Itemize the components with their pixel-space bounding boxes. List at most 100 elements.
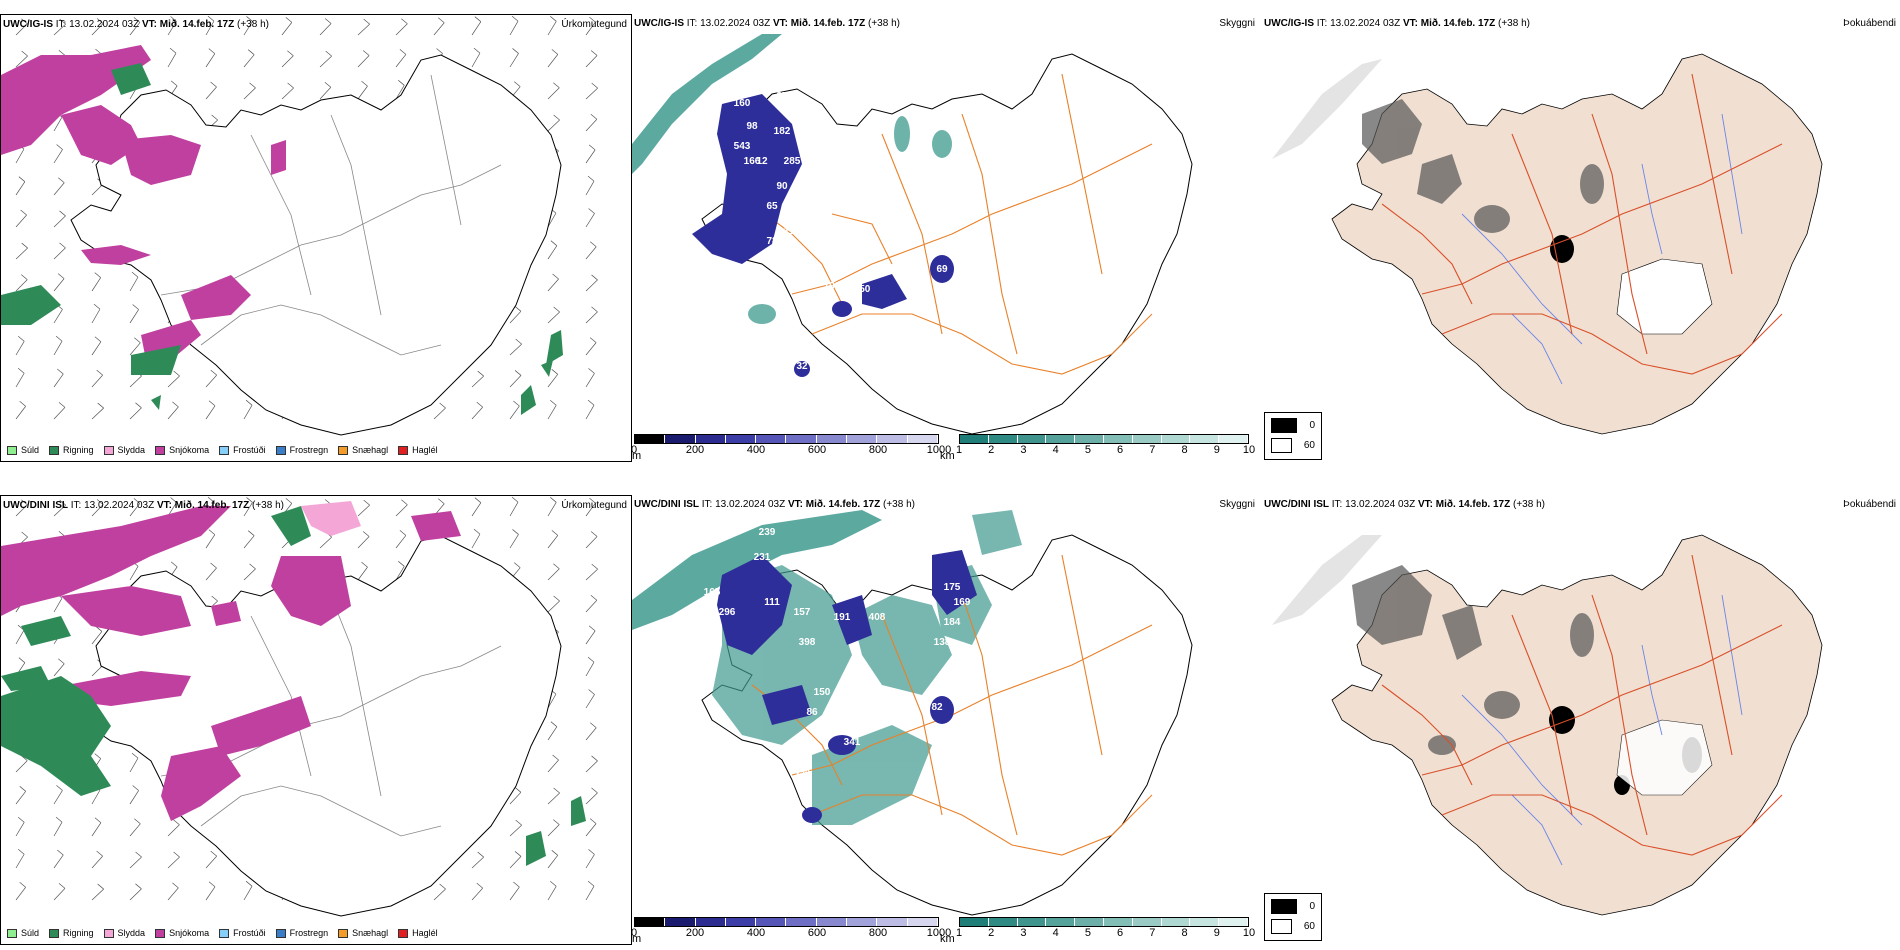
lead-time: (+38 h) — [1498, 18, 1530, 29]
colorbar-cell — [1075, 918, 1104, 926]
colorbar-tick-label: 600 — [807, 444, 827, 456]
roads-orange — [751, 554, 1153, 856]
colorbar-tick-label: 800 — [868, 444, 888, 456]
wind-barb — [243, 497, 253, 517]
ceiling-value-label: 65 — [766, 201, 778, 212]
rain-areas — [1, 63, 563, 415]
vis-colorbar-strip — [959, 434, 1249, 444]
wind-barb — [281, 50, 294, 68]
colorbar-cell — [1017, 435, 1047, 443]
colorbar-cell — [1046, 918, 1076, 926]
vt-label: VT: — [1402, 18, 1418, 29]
wind-barb — [547, 369, 559, 388]
swatch — [219, 928, 230, 938]
wind-barb — [509, 400, 520, 420]
wind-barb — [91, 499, 104, 517]
wind-barb — [243, 563, 256, 581]
wind-barb — [509, 819, 522, 837]
header-fog-bottom: UWC/DINI ISL IT: 13.02.2024 03Z VT: Mið.… — [1264, 499, 1545, 510]
wind-barb — [509, 496, 519, 517]
wind-barb — [395, 80, 405, 100]
wind-barb — [205, 881, 216, 901]
glacier-white — [1616, 258, 1713, 335]
fog-dark-areas — [1352, 565, 1594, 755]
wind-barb — [547, 881, 557, 901]
wind-barb — [15, 242, 28, 260]
legend-item-rigning: Rigning — [49, 928, 94, 938]
colorbar-cell — [665, 435, 696, 443]
wind-barb — [585, 722, 597, 741]
colorbar-tick-label: 10 — [1242, 444, 1256, 456]
vis-colorbar-bottom: 1 2 3 4 5 6 7 8 9 10 — [956, 917, 1255, 939]
header-precip-top: UWC/IG-IS IT: 13.02.2024 03Z VT: Mið. 14… — [3, 19, 269, 30]
colorbar-cell — [725, 918, 757, 926]
colorbar-cell — [1219, 918, 1248, 926]
wind-barb — [281, 17, 293, 36]
wind-barb — [547, 49, 559, 68]
colorbar-cell — [960, 435, 989, 443]
fog-legend-row: 60 — [1271, 438, 1315, 453]
rivers — [1461, 113, 1743, 385]
colorbar-tick-label: 0 — [632, 444, 638, 456]
lead-time: (+38 h) — [868, 18, 900, 29]
swatch — [219, 445, 230, 455]
wind-barb — [585, 755, 598, 773]
ceiling-value-label: 341 — [844, 737, 861, 748]
ceiling-value-label: 111 — [764, 597, 780, 608]
vt-value: Mið. 14.feb. 17Z — [174, 500, 250, 511]
wind-barb — [205, 48, 216, 68]
legend-label: Rigning — [63, 445, 94, 455]
colorbar-cell — [635, 918, 666, 926]
wind-barb — [471, 47, 481, 68]
wind-barb — [509, 306, 522, 324]
wind-barb — [243, 49, 255, 68]
wind-barb — [471, 851, 484, 869]
it-value: 13.02.2024 03Z — [715, 499, 786, 510]
colorbar-cell — [1132, 435, 1162, 443]
snow-areas — [1, 506, 461, 821]
legend-item-slydda: Slydda — [103, 445, 145, 455]
wind-barb — [585, 306, 598, 324]
wind-barb — [129, 818, 141, 837]
fog-legend-row: 0 — [1271, 418, 1315, 433]
wind-barb — [129, 304, 139, 324]
wind-barb — [15, 367, 25, 388]
colorbar-tick-label: 8 — [1181, 927, 1188, 939]
wind-barb — [15, 881, 26, 901]
swatch — [7, 445, 17, 455]
header-precip-bottom: UWC/DINI ISL IT: 13.02.2024 03Z VT: Mið.… — [3, 500, 284, 511]
wind-barb — [433, 883, 446, 901]
ceiling-value-label: 32 — [796, 361, 808, 372]
model-name: UWC/DINI ISL — [3, 500, 68, 511]
wind-barb — [167, 497, 177, 517]
rain-areas — [1, 506, 586, 866]
ceiling-value-label: 82 — [931, 702, 943, 713]
wind-barb — [243, 530, 255, 549]
vt-value: Mið. 14.feb. 17Z — [159, 19, 235, 30]
wind-barb — [471, 528, 481, 549]
colorbar-cell — [907, 918, 938, 926]
wind-barb — [357, 50, 370, 68]
wind-barb — [243, 880, 253, 901]
fog-map-top — [1272, 53, 1823, 435]
legend-label: Snjókoma — [169, 445, 210, 455]
wind-barb — [547, 240, 558, 260]
colorbar-cell — [907, 435, 938, 443]
colorbar-tick-label: 200 — [685, 444, 705, 456]
ceiling-value-label: 184 — [944, 617, 961, 628]
wind-barb — [15, 18, 28, 36]
swatch — [398, 445, 409, 455]
wind-barb — [53, 368, 64, 388]
colorbar-cell — [756, 435, 787, 443]
fog-legend-bottom: 0 60 — [1264, 893, 1322, 941]
lead-time: (+38 h) — [1513, 499, 1545, 510]
wind-barb — [53, 883, 66, 901]
ceiling-value-label: 69 — [936, 264, 948, 275]
colorbar-tick-label: 6 — [1117, 927, 1124, 939]
colorbar-cell — [1103, 918, 1133, 926]
colorbar-tick-label: 400 — [746, 444, 766, 456]
ceiling-colorbar-strip — [634, 917, 939, 927]
ceiling-value-label: 157 — [794, 607, 811, 618]
wind-barb — [471, 882, 484, 901]
swatch — [103, 928, 114, 938]
